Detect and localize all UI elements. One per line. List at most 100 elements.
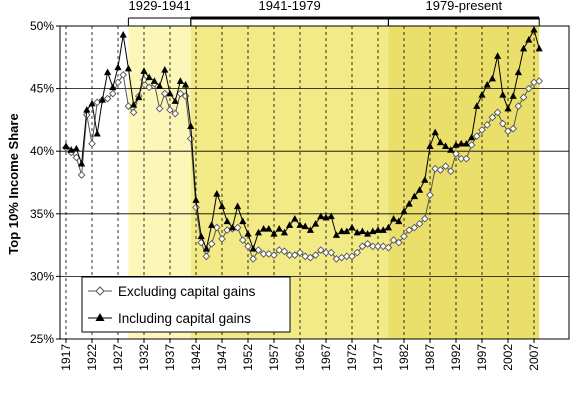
- data-point: [129, 108, 138, 117]
- data-point: [72, 153, 81, 162]
- data-point: [176, 77, 184, 84]
- y-tick-label: 40%: [30, 144, 54, 158]
- x-tick-label: 1942: [189, 344, 203, 371]
- y-axis: 25% 30% 35% 40% 45% 50%: [30, 19, 60, 346]
- data-point: [415, 219, 424, 228]
- data-point: [400, 207, 408, 215]
- data-point: [488, 113, 497, 122]
- data-point: [426, 142, 434, 149]
- data-point: [171, 109, 180, 118]
- data-point: [119, 70, 128, 79]
- data-point: [88, 99, 96, 107]
- data-point: [171, 97, 179, 104]
- y-axis-label: Top 10% Income Share: [6, 113, 21, 254]
- data-point: [265, 225, 273, 232]
- data-point: [140, 75, 148, 84]
- data-point: [145, 73, 153, 81]
- series-including: [62, 25, 543, 252]
- data-point: [514, 102, 523, 110]
- data-point: [280, 247, 289, 256]
- data-point: [472, 132, 481, 141]
- data-point: [462, 139, 470, 147]
- data-point: [317, 212, 325, 220]
- data-point: [270, 230, 278, 237]
- period-label-2: 1979-present: [425, 0, 502, 13]
- data-point: [483, 121, 492, 129]
- data-point: [192, 203, 200, 212]
- data-point: [343, 227, 351, 235]
- data-point: [353, 228, 361, 236]
- data-point: [457, 154, 466, 163]
- data-point: [535, 77, 544, 85]
- data-point: [384, 243, 393, 252]
- data-point: [124, 102, 133, 110]
- data-point: [124, 64, 132, 72]
- data-point: [457, 139, 465, 147]
- data-point: [77, 171, 86, 179]
- x-tick-label: 1957: [267, 344, 281, 371]
- data-point: [218, 235, 226, 243]
- data-point: [488, 74, 496, 82]
- data-point: [155, 104, 164, 113]
- legend-label-excluding: Excluding capital gains: [118, 284, 256, 299]
- data-point: [104, 68, 112, 76]
- data-point: [369, 227, 377, 235]
- data-point: [228, 223, 236, 231]
- data-point: [467, 141, 476, 149]
- x-tick-label: 1977: [371, 344, 385, 371]
- data-point: [348, 252, 356, 261]
- data-point: [285, 251, 294, 259]
- data-point: [233, 223, 242, 232]
- data-point: [207, 240, 216, 248]
- data-point: [98, 96, 106, 103]
- data-point: [374, 242, 382, 251]
- data-point: [83, 106, 91, 113]
- data-point: [182, 81, 190, 88]
- data-point: [530, 25, 538, 33]
- data-point: [394, 238, 403, 247]
- legend-label-including: Including capital gains: [118, 311, 251, 326]
- data-point: [160, 89, 169, 98]
- data-point: [405, 199, 413, 207]
- data-point: [156, 82, 164, 89]
- data-point: [436, 166, 445, 174]
- x-tick-label: 1917: [59, 344, 73, 371]
- data-point: [446, 167, 455, 176]
- data-point: [384, 223, 392, 231]
- x-tick-label: 1992: [449, 344, 463, 371]
- x-tick-label: 1922: [85, 344, 99, 371]
- x-tick-label: 1982: [397, 344, 411, 371]
- data-point: [493, 108, 502, 117]
- data-point: [260, 225, 268, 232]
- x-tick-label: 2007: [527, 344, 541, 371]
- data-point: [442, 142, 450, 149]
- data-point: [452, 141, 460, 148]
- data-point: [312, 220, 320, 227]
- x-tick-label: 1932: [137, 344, 151, 371]
- data-point: [374, 226, 382, 233]
- data-point: [353, 248, 362, 257]
- data-point: [327, 248, 336, 257]
- data-point: [447, 146, 455, 153]
- data-point: [249, 255, 258, 263]
- data-point: [499, 91, 507, 98]
- legend-box: [81, 276, 291, 333]
- data-point: [223, 217, 231, 225]
- data-point: [270, 251, 278, 259]
- data-point: [524, 84, 533, 93]
- legend-marker-including: [95, 313, 105, 321]
- data-point: [67, 146, 75, 153]
- data-point: [72, 144, 80, 152]
- data-point: [441, 162, 450, 171]
- data-point: [186, 134, 195, 143]
- data-point: [395, 217, 403, 225]
- data-point: [306, 226, 314, 233]
- data-point: [514, 68, 522, 76]
- data-point: [202, 245, 210, 252]
- data-point: [286, 221, 294, 228]
- data-point: [88, 139, 96, 148]
- data-point: [244, 242, 252, 251]
- data-point: [509, 92, 517, 99]
- legend: Excluding capital gains Including capita…: [81, 276, 291, 333]
- data-point: [234, 202, 242, 210]
